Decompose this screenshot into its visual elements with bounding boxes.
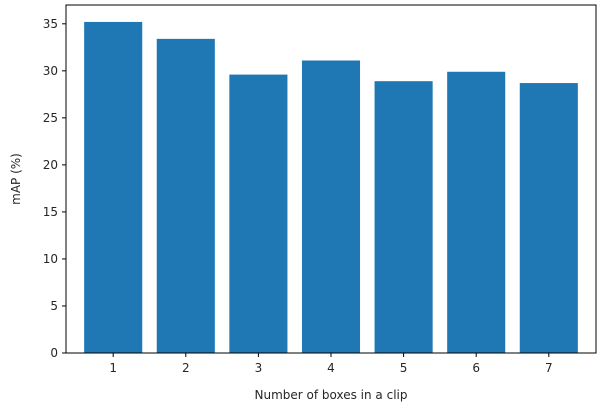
x-tick-label: 7 (545, 361, 553, 375)
y-tick-label: 30 (43, 64, 58, 78)
x-tick-label: 5 (400, 361, 408, 375)
y-tick-label: 15 (43, 205, 58, 219)
x-tick-label: 3 (255, 361, 263, 375)
x-tick-label: 1 (109, 361, 117, 375)
bar-2 (156, 38, 215, 353)
y-tick-label: 5 (50, 299, 58, 313)
y-tick-label: 35 (43, 17, 58, 31)
x-axis-label: Number of boxes in a clip (255, 388, 408, 402)
y-tick-label: 10 (43, 252, 58, 266)
y-tick-label: 20 (43, 158, 58, 172)
bar-3 (229, 74, 288, 353)
x-tick-label: 6 (472, 361, 480, 375)
x-tick-label: 4 (327, 361, 335, 375)
bar-1 (84, 21, 143, 354)
y-tick-label: 25 (43, 111, 58, 125)
bars-group (84, 21, 578, 354)
x-tick-label: 2 (182, 361, 190, 375)
bar-6 (447, 71, 506, 353)
bar-7 (519, 83, 578, 353)
bar-4 (301, 60, 361, 354)
y-axis-ticks: 0 5 10 15 20 25 30 35 (43, 17, 66, 360)
plot-frame (65, 4, 597, 354)
x-axis-ticks: 1 2 3 4 5 6 7 (109, 353, 553, 375)
y-axis-label: mAP (%) (9, 153, 23, 205)
bar-5 (374, 81, 433, 354)
y-tick-label: 0 (50, 346, 58, 360)
